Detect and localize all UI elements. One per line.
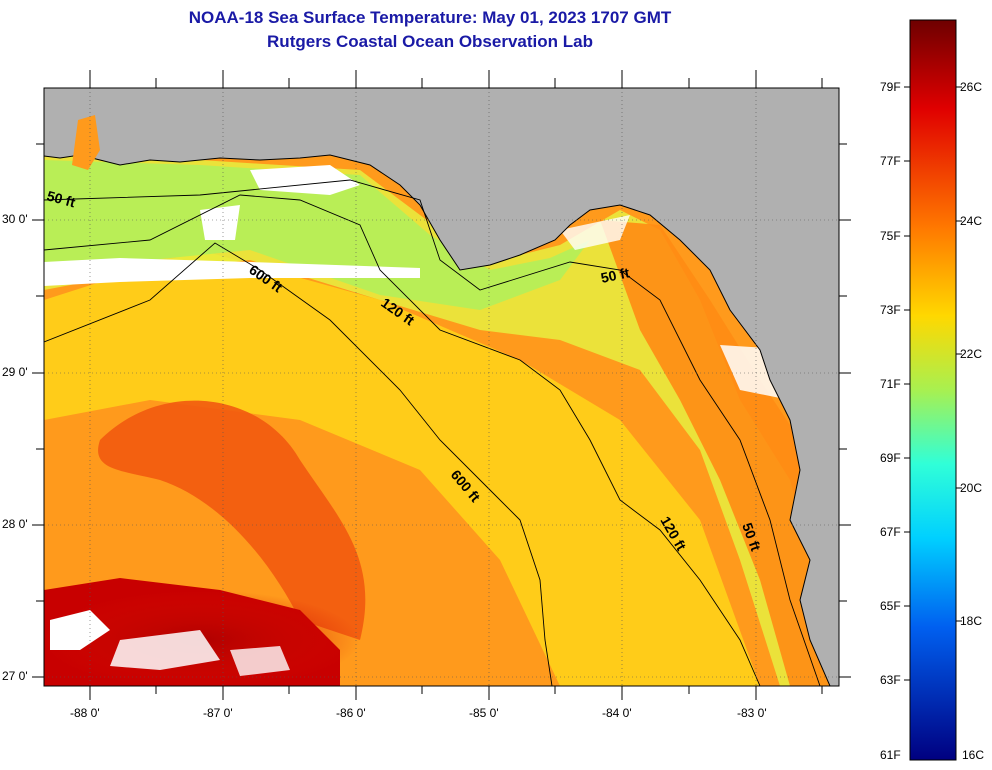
colorbar-c-label: 16C bbox=[962, 748, 985, 762]
colorbar-ticks bbox=[904, 86, 962, 681]
colorbar-f-label: 73F bbox=[880, 303, 901, 317]
coastline bbox=[44, 154, 831, 686]
cloud-band bbox=[44, 258, 420, 286]
colorbar-f-label: 61F bbox=[880, 748, 901, 762]
map-subtitle: Rutgers Coastal Ocean Observation Lab bbox=[267, 32, 593, 51]
lon-label: -84 0' bbox=[602, 706, 632, 720]
colorbar-f-label: 75F bbox=[880, 229, 901, 243]
colorbar-c-label: 20C bbox=[960, 481, 983, 495]
cloud-patch bbox=[110, 630, 220, 670]
graticule bbox=[44, 88, 839, 686]
colorbar-f-label: 65F bbox=[880, 599, 901, 613]
cloud-patch bbox=[50, 610, 110, 650]
colorbar-f-label: 79F bbox=[880, 80, 901, 94]
lon-label: -83 0' bbox=[737, 706, 767, 720]
colorbar-c-label: 26C bbox=[960, 80, 983, 94]
isobath-50ft bbox=[44, 179, 821, 686]
map-title: NOAA-18 Sea Surface Temperature: May 01,… bbox=[188, 8, 672, 27]
colorbar-c-label: 24C bbox=[960, 214, 983, 228]
warm-yellow-water bbox=[44, 250, 760, 686]
cloud-patch bbox=[560, 215, 630, 250]
cloud-patch bbox=[230, 646, 290, 676]
lat-label: 29 0' bbox=[2, 365, 28, 379]
cool-nearshore-water bbox=[44, 160, 590, 310]
map-area bbox=[44, 88, 839, 686]
east-shelf-water bbox=[600, 220, 839, 686]
lat-label: 28 0' bbox=[2, 517, 28, 531]
colorbar-f-label: 77F bbox=[880, 154, 901, 168]
lon-label: -86 0' bbox=[336, 706, 366, 720]
colorbar-f-label: 71F bbox=[880, 377, 901, 391]
colorbar bbox=[909, 19, 957, 761]
colorbar-f-label: 69F bbox=[880, 451, 901, 465]
lon-label: -85 0' bbox=[469, 706, 499, 720]
isobath-120ft bbox=[44, 194, 761, 686]
bay-water bbox=[72, 115, 100, 170]
colorbar-f-label: 63F bbox=[880, 673, 901, 687]
warm-filament bbox=[98, 400, 366, 640]
isobath-600ft bbox=[44, 242, 553, 686]
colorbar-f-label: 67F bbox=[880, 525, 901, 539]
colorbar-c-label: 18C bbox=[960, 614, 983, 628]
lon-label: -88 0' bbox=[70, 706, 100, 720]
lat-label: 30 0' bbox=[2, 212, 28, 226]
axis-ticks bbox=[32, 70, 851, 700]
cloud-patch bbox=[200, 205, 240, 240]
isobath-label: 50 ft bbox=[599, 264, 631, 286]
colorbar-c-label: 22C bbox=[960, 347, 983, 361]
land bbox=[44, 88, 839, 686]
isobath-label: 50 ft bbox=[45, 187, 77, 210]
lat-label: 27 0' bbox=[2, 669, 28, 683]
lon-label: -87 0' bbox=[203, 706, 233, 720]
map-frame bbox=[43, 87, 840, 687]
